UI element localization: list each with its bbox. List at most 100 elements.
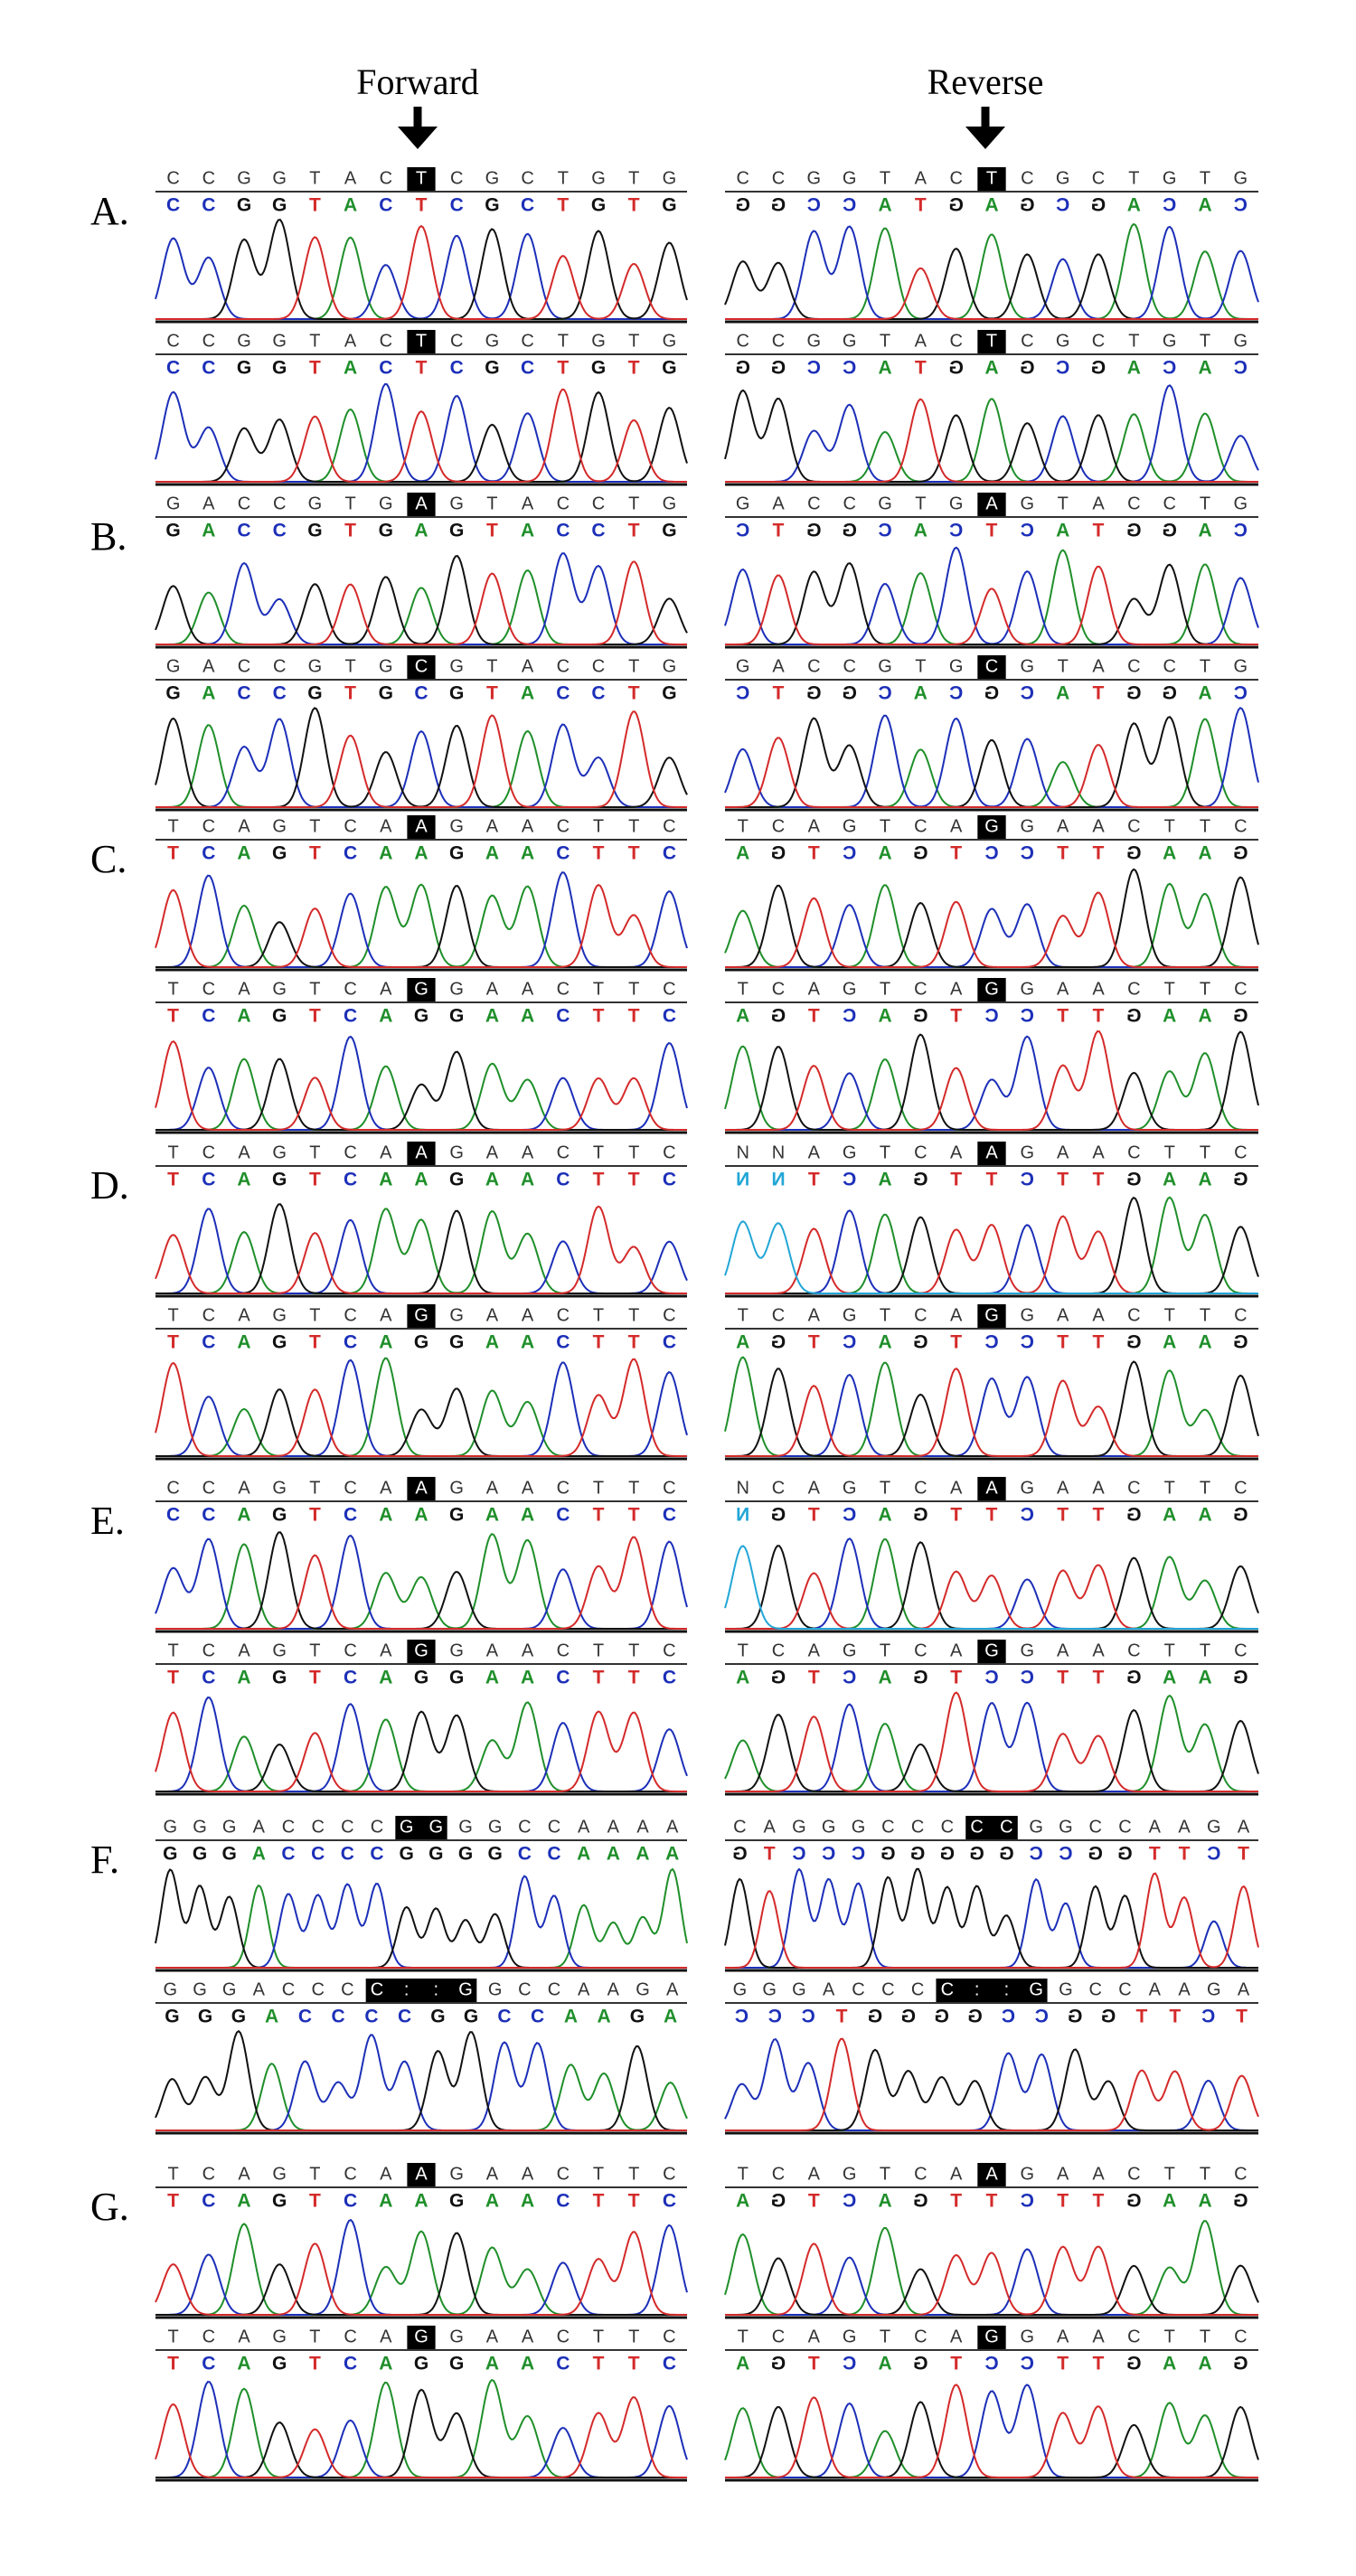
trace-g: [725, 2401, 1259, 2478]
base-calls: CCCTGGGGCCGGTTCT: [735, 2007, 1248, 2027]
trace-t: [155, 1536, 687, 1630]
highlight-box: [407, 2326, 436, 2349]
trace-t: [155, 1040, 687, 1131]
trace-a: [725, 718, 1258, 808]
chromatogram-track: TCAGTCAGGAACTTCTCAGTCAGGAACTTCAGTCAGTCCT…: [724, 815, 1259, 972]
trace-c: [725, 1701, 1258, 1792]
trace-a: [155, 2223, 687, 2316]
trace-t: [725, 2383, 1258, 2478]
trace-g: [725, 1030, 1259, 1131]
panel-label: F.: [90, 1838, 119, 1882]
trace-a: [724, 1694, 1258, 1792]
chromatogram-track: TCAGTCAGGAACTTCTCAGTCAGGAACTTCAGTCAGTCCT…: [724, 2326, 1259, 2482]
base-calls: NNTCAGTTCTTGAAG: [736, 1170, 1248, 1190]
trace-a: [724, 1045, 1258, 1131]
trace-a: [155, 1701, 687, 1792]
base-calls: TCAGTCAGGAACTTC: [167, 1668, 676, 1688]
panel-label: B.: [90, 514, 127, 559]
trace-g: [155, 219, 688, 320]
base-calls: NGTCAGTTCTTGAAG: [736, 1505, 1248, 1526]
trace-g: [155, 2388, 687, 2478]
base-calls: GGGACCCCGGCCAAGA: [165, 2007, 677, 2027]
highlight-box: [977, 1477, 1006, 1500]
trace-t: [725, 1029, 1258, 1131]
chromatogram-track: TCAGTCAAGAACTTCTCAGTCAAGAACTTCAGTCAGTTCT…: [724, 2163, 1259, 2319]
base-calls: GTCCCGGGGGCCGGTTCT: [732, 1844, 1249, 1865]
highlight-box: [977, 978, 1006, 1001]
highlight-box: [407, 330, 436, 353]
chromatogram-track: CCGGTACTCGCTGTGCCGGTACTCGCTGTGCCGGTACTCG…: [155, 167, 688, 324]
trace-t: [725, 891, 1258, 968]
trace-g: [725, 561, 1258, 645]
trace-a: [155, 236, 687, 320]
panel-label: E.: [90, 1499, 125, 1543]
base-calls: GGCCATGAGCGACAC: [736, 358, 1248, 379]
trace-t: [155, 710, 687, 808]
trace-g: [725, 1541, 1259, 1630]
trace-c: [725, 903, 1258, 968]
base-calls: AGTCAGTCCTTGAAG: [736, 1006, 1248, 1027]
base-calls: TCAGTCAAGAACTTC: [167, 843, 676, 864]
highlight-box: [407, 978, 436, 1001]
chromatogram-track: TCAGTCAAGAACTTCTCAGTCAAGAACTTCTCAGTCAAGA…: [155, 2163, 688, 2319]
chromatogram-track: TCAGTCAGGAACTTCTCAGTCAGGAACTTCAGTCAGTCCT…: [724, 1640, 1259, 1796]
chromatogram-track: CCGGTACTCGCTGTGCCGGTACTCGCTGTGGGCCATGAGC…: [724, 330, 1259, 486]
base-calls: AGTCAGTCCTTGAAG: [736, 843, 1248, 864]
chromatogram-track: NNAGTCAAGAACTTCNNAGTCAAGAACTTCNNTCAGTTCT…: [724, 1142, 1259, 1298]
chromatogram-track: GGGACCCCGGGGCCAAAAGGGACCCCGGGGCCAAAAGGGA…: [155, 1816, 688, 1972]
highlight-box: [395, 1816, 447, 1839]
forward-heading: Forward: [356, 61, 479, 102]
chromatogram-track: TCAGTCAGGAACTTCTCAGTCAGGAACTTCTCAGTCAGGA…: [155, 2326, 688, 2482]
highlight-box: [977, 330, 1006, 353]
trace-a: [155, 1208, 687, 1294]
trace-g: [155, 390, 688, 483]
trace-g: [155, 555, 688, 645]
highlight-box: [977, 167, 1006, 191]
trace-a: [724, 2402, 1258, 2478]
chromatogram-track: GACCGTGCGTACCTGGACCGTGCGTACCTGGACCGTGCGT…: [155, 655, 688, 812]
panel-label: A.: [90, 189, 129, 233]
base-calls: TCAGTCAGGAACTTC: [167, 1332, 676, 1353]
panel-label: G.: [90, 2185, 129, 2229]
trace-c: [725, 2248, 1258, 2316]
base-calls: AGTCAGTTCTTGAAG: [736, 2191, 1248, 2212]
base-calls: CTGGCACTCATGGAC: [736, 521, 1248, 541]
trace-t: [155, 1205, 687, 1294]
base-calls: GGGACCCCGGGGCCAAAA: [163, 1844, 679, 1865]
panel-label: D.: [90, 1163, 129, 1208]
trace-c: [725, 1867, 1258, 1969]
trace-g: [725, 716, 1258, 808]
base-calls: TCAGTCAAGAACTTC: [167, 2191, 676, 2212]
highlight-box: [407, 815, 436, 839]
base-calls: AGTCAGTCCTTGAAG: [736, 2354, 1248, 2374]
trace-t: [155, 2396, 687, 2478]
trace-a: [724, 882, 1258, 968]
base-calls: GACCGTGCGTACCTG: [165, 683, 676, 704]
chromatogram-track: GGGACCCC::GGCCAAGAGGGACCCC::GGCCAAGAGGGA…: [155, 1979, 688, 2135]
trace-c: [725, 2383, 1258, 2478]
base-calls: GACCGTGAGTACCTG: [165, 521, 676, 541]
base-calls: CCGGTACTCGCTGTG: [166, 358, 677, 379]
chromatogram-track: GGGACCCC::GGCCAAGAGGGACCCC::GGCCAAGACCCT…: [724, 1979, 1259, 2135]
highlight-box: [977, 1304, 1006, 1328]
chromatogram-track: TCAGTCAGGAACTTCTCAGTCAGGAACTTCAGTCAGTCCT…: [724, 1304, 1259, 1461]
base-calls: AGTCAGTCCTTGAAG: [736, 1668, 1248, 1688]
trace-c: [725, 1537, 1258, 1630]
trace-t: [155, 2231, 687, 2316]
chromatogram-track: GACCGTGAGTACCTGGACCGTGAGTACCTGGACCGTGAGT…: [155, 493, 688, 649]
highlight-box: [407, 655, 436, 679]
trace-t: [155, 388, 687, 483]
chromatogram-track: NCAGTCAAGAACTTCNCAGTCAAGAACTTCNGTCAGTTCT…: [724, 1477, 1259, 1633]
trace-t: [725, 267, 1258, 320]
highlight-box: [407, 1640, 436, 1663]
trace-c: [725, 225, 1259, 320]
trace-a: [155, 2063, 688, 2131]
highlight-box: [977, 2326, 1006, 2349]
chromatogram-track: CCAGTCAAGAACTTCCCAGTCAAGAACTTCCCAGTCAAGA…: [155, 1477, 688, 1633]
trace-g: [155, 1868, 687, 1969]
chromatogram-track: TCAGTCAGGAACTTCTCAGTCAGGAACTTCTCAGTCAGGA…: [155, 1640, 688, 1796]
trace-t: [155, 883, 687, 968]
trace-t: [155, 1358, 687, 1457]
trace-n: [724, 1545, 1258, 1630]
